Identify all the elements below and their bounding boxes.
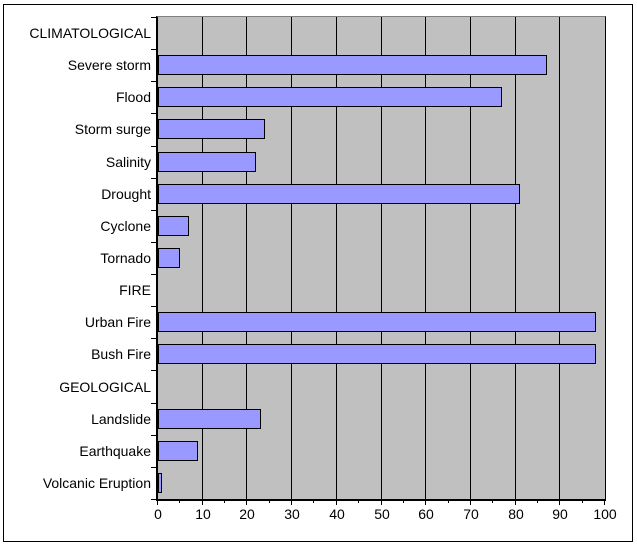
bar-landslide <box>158 409 261 429</box>
y-axis-tick <box>151 499 156 500</box>
x-tick-label: 80 <box>508 506 524 522</box>
bar-urban-fire <box>158 312 596 332</box>
x-axis-minor-tick <box>582 501 583 503</box>
x-axis-minor-tick <box>537 501 538 503</box>
category-label: Flood <box>115 89 151 105</box>
bar-drought <box>158 184 520 204</box>
x-axis-major-tick <box>291 501 292 505</box>
bar-bush-fire <box>158 344 596 364</box>
bar-storm-surge <box>158 119 265 139</box>
y-axis-tick <box>151 306 156 307</box>
y-axis-tick <box>151 467 156 468</box>
y-axis-tick <box>151 178 156 179</box>
x-axis-minor-tick <box>448 501 449 503</box>
x-tick-label: 70 <box>463 506 479 522</box>
gridline <box>559 17 560 499</box>
category-label: Urban Fire <box>84 314 151 330</box>
category-label: GEOLOGICAL <box>59 379 151 395</box>
x-axis-minor-tick <box>313 501 314 503</box>
gridline <box>291 17 292 499</box>
y-axis-tick <box>151 146 156 147</box>
category-label: Volcanic Eruption <box>42 475 151 491</box>
category-label: Salinity <box>105 154 151 170</box>
category-label: CLIMATOLOGICAL <box>29 25 151 41</box>
category-label: Bush Fire <box>91 346 151 362</box>
x-axis-major-tick <box>425 501 426 505</box>
y-axis-tick <box>151 403 156 404</box>
x-axis-minor-tick <box>269 501 270 503</box>
x-tick-label: 0 <box>154 506 162 522</box>
y-axis-tick <box>151 435 156 436</box>
x-tick-label: 30 <box>284 506 300 522</box>
x-axis-major-tick <box>559 501 560 505</box>
x-tick-label: 50 <box>374 506 390 522</box>
x-axis-major-tick <box>202 501 203 505</box>
y-axis-tick <box>151 242 156 243</box>
x-axis-major-tick <box>246 501 247 505</box>
category-label: Tornado <box>100 250 151 266</box>
y-axis-tick <box>151 81 156 82</box>
category-label: Severe storm <box>67 57 151 73</box>
x-axis-minor-tick <box>358 501 359 503</box>
chart-outer-border <box>3 4 633 542</box>
x-tick-label: 20 <box>239 506 255 522</box>
category-label: Cyclone <box>100 218 151 234</box>
x-axis-minor-tick <box>492 501 493 503</box>
bar-severe-storm <box>158 55 547 75</box>
x-axis-major-tick <box>336 501 337 505</box>
category-label: Earthquake <box>79 443 151 459</box>
y-axis-tick <box>151 274 156 275</box>
y-axis-tick <box>151 370 156 371</box>
y-axis-tick <box>151 113 156 114</box>
gridline <box>246 17 247 499</box>
y-axis-tick <box>151 49 156 50</box>
bar-earthquake <box>158 441 198 461</box>
category-label: FIRE <box>119 282 151 298</box>
y-axis-tick <box>151 338 156 339</box>
x-tick-label: 90 <box>552 506 568 522</box>
y-axis-tick <box>151 210 156 211</box>
bar-salinity <box>158 152 256 172</box>
category-label: Storm surge <box>74 121 151 137</box>
x-tick-label: 40 <box>329 506 345 522</box>
gridline <box>425 17 426 499</box>
category-label: Landslide <box>91 411 151 427</box>
x-tick-label: 100 <box>593 506 617 522</box>
gridline <box>336 17 337 499</box>
x-axis-minor-tick <box>179 501 180 503</box>
x-axis-minor-tick <box>403 501 404 503</box>
gridline <box>381 17 382 499</box>
x-tick-label: 10 <box>195 506 211 522</box>
category-label: Drought <box>101 186 151 202</box>
x-tick-label: 60 <box>418 506 434 522</box>
bar-flood <box>158 87 502 107</box>
gridline <box>202 17 203 499</box>
bar-cyclone <box>158 216 189 236</box>
y-axis-tick <box>151 17 156 18</box>
x-axis-major-tick <box>604 501 605 505</box>
gridline <box>470 17 471 499</box>
plot-area <box>156 16 606 501</box>
x-axis-minor-tick <box>224 501 225 503</box>
x-axis-major-tick <box>470 501 471 505</box>
x-axis-major-tick <box>157 501 158 505</box>
x-axis-major-tick <box>515 501 516 505</box>
x-axis-major-tick <box>381 501 382 505</box>
bar-tornado <box>158 248 180 268</box>
bar-volcanic-eruption <box>158 473 162 493</box>
gridline <box>515 17 516 499</box>
